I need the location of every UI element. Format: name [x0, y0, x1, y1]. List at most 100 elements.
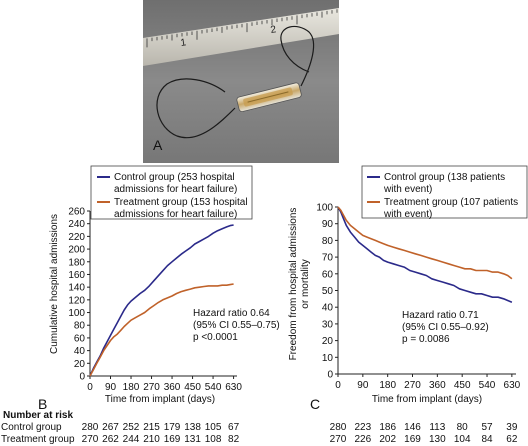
chart-b-legend-box	[90, 165, 253, 220]
chart-c-xtick-label: 360	[429, 380, 446, 391]
chart-c-xtick-label: 0	[335, 380, 341, 391]
number-at-risk-heading: Number at risk	[3, 410, 74, 421]
risk-treatment-b-cell: 82	[228, 434, 240, 445]
chart-b-series-treatment	[89, 283, 234, 377]
risk-control-b-cell: 252	[122, 422, 140, 433]
chart-c-series-control	[337, 206, 513, 303]
chart-b-ytick-label: 60	[74, 333, 86, 344]
risk-control-b-cell: 138	[184, 422, 201, 433]
risk-treatment-c-cell: 84	[481, 434, 493, 445]
risk-treatment-b-cell: 169	[163, 434, 181, 445]
chart-c-series-treatment	[337, 206, 513, 280]
chart-b-panel-label: B	[38, 396, 47, 410]
chart-b-ylabel: Cumulative hospital admissions	[49, 214, 60, 354]
risk-control-b-cell: 179	[163, 422, 181, 433]
chart-b-series	[89, 224, 234, 377]
risk-treatment-c-cell: 169	[404, 434, 421, 445]
chart-c-ci: (95% CI 0.55–0.92)	[402, 322, 489, 333]
chart-b-ytick-label: 260	[68, 207, 85, 218]
risk-treatment-c-cell: 130	[429, 434, 446, 445]
chart-b-ci: (95% CI 0.55–0.75)	[193, 320, 280, 331]
chart-b-legend-treatment-line2: admissions for heart failure)	[114, 209, 237, 220]
chart-b-legend: Control group (253 hospital admissions f…	[90, 165, 253, 220]
chart-c-xtick-label: 180	[379, 380, 396, 391]
chart-c-ytick-label: 20	[322, 336, 334, 347]
chart-c-legend-treatment-line1: Treatment group (107 patients	[384, 197, 518, 208]
chart-b-hospital-admissions: Control group (253 hospital admissions f…	[38, 165, 280, 410]
chart-c-legend-control-line2: with event)	[383, 184, 432, 195]
risk-treatment-b-cell: 270	[81, 434, 99, 445]
charts-area: Control group (253 hospital admissions f…	[38, 165, 528, 410]
chart-b-ytick-label: 240	[68, 219, 85, 230]
chart-b-xlabel: Time from implant (days)	[105, 394, 215, 405]
chart-b-ytick-label: 40	[74, 346, 86, 357]
chart-b-ytick-label: 20	[74, 359, 86, 370]
risk-control-c-cell: 80	[456, 422, 468, 433]
chart-c-legend-box	[361, 165, 528, 219]
risk-treatment-c-cell: 226	[354, 434, 372, 445]
risk-row-control: Control group 280 267 252 215 179 138 105 67 280…	[0, 422, 528, 434]
chart-b-annotation: Hazard ratio 0.64 (95% CI 0.55–0.75) p <…	[193, 308, 280, 343]
ruler-number-1: 1	[180, 37, 188, 49]
chart-b-ytick-label: 180	[68, 257, 85, 268]
risk-control-b-cell: 67	[228, 422, 240, 433]
risk-control-c-cell: 146	[404, 422, 421, 433]
risk-control-b-cell: 215	[143, 422, 160, 433]
chart-b-ytick-label: 0	[79, 372, 85, 383]
risk-treatment-c-cell: 270	[329, 434, 347, 445]
risk-control-c-cell: 57	[481, 422, 493, 433]
sensor-wire-loop-left	[156, 78, 236, 139]
ruler-ticks	[146, 9, 338, 48]
chart-c-ytick-label: 90	[322, 219, 334, 230]
chart-b-ytick-label: 80	[74, 321, 86, 332]
chart-c-freedom-from-events: Control group (138 patients with event) …	[288, 165, 528, 410]
panel-a-label: A	[153, 137, 163, 153]
risk-control-c-cell: 280	[329, 422, 347, 433]
chart-c-panel-label: C	[310, 396, 320, 410]
risk-control-c-cell: 223	[354, 422, 372, 433]
ruler	[143, 8, 339, 66]
chart-c-ytick-label: 50	[322, 286, 334, 297]
chart-c-ytick-label: 40	[322, 303, 334, 314]
risk-control-b-cell: 105	[204, 422, 222, 433]
sensor-wire-loop-right	[280, 25, 315, 87]
chart-c-legend-control-line1: Control group (138 patients	[384, 172, 505, 183]
chart-c-hazard-ratio: Hazard ratio 0.71	[402, 310, 479, 321]
chart-b-ytick-label: 140	[68, 283, 85, 294]
sensor-body	[236, 82, 302, 113]
chart-b-p-value: p <0.0001	[193, 332, 238, 343]
chart-c-ytick-label: 30	[322, 319, 334, 330]
risk-control-b-cell: 267	[102, 422, 119, 433]
chart-c-p-value: p = 0.0086	[402, 334, 450, 345]
chart-b-series-control	[89, 224, 234, 377]
chart-c-ylabel-line2: or mortality	[300, 259, 311, 308]
chart-c-ytick-label: 10	[322, 353, 334, 364]
chart-b-ytick-label: 160	[68, 270, 85, 281]
chart-b-legend-control-line1: Control group (253 hospital	[114, 172, 235, 183]
risk-control-c-cell: 39	[506, 422, 518, 433]
chart-c-ytick-label: 80	[322, 236, 334, 247]
risk-treatment-b-cell: 131	[184, 434, 201, 445]
risk-row-treatment: Treatment group 270 262 244 210 169 131 108 82 2…	[0, 434, 528, 446]
chart-b-xtick-label: 180	[123, 382, 140, 393]
chart-c-ylabel-line1: Freedom from hospital admissions	[288, 208, 299, 361]
chart-c-ytick-label: 60	[322, 269, 334, 280]
risk-control-c-cell: 113	[429, 422, 446, 433]
risk-control-c-cell: 186	[379, 422, 397, 433]
device-photo: 1 2	[143, 0, 339, 163]
chart-c-annotation: Hazard ratio 0.71 (95% CI 0.55–0.92) p =…	[402, 310, 489, 345]
chart-c-xtick-label: 450	[454, 380, 471, 391]
chart-b-hazard-ratio: Hazard ratio 0.64	[193, 308, 270, 319]
chart-c-xlabel: Time from implant (days)	[372, 394, 482, 405]
chart-b-ytick-label: 100	[68, 308, 85, 319]
chart-b-xtick-label: 360	[164, 382, 181, 393]
risk-row-control-label: Control group	[1, 422, 62, 433]
chart-b-ytick-label: 120	[68, 295, 85, 306]
risk-treatment-b-cell: 244	[122, 434, 140, 445]
risk-treatment-c-cell: 62	[506, 434, 518, 445]
risk-treatment-b-cell: 262	[102, 434, 119, 445]
chart-c-legend: Control group (138 patients with event) …	[361, 165, 528, 220]
chart-b-xtick-label: 90	[105, 382, 117, 393]
chart-b-xtick-label: 630	[225, 382, 242, 393]
